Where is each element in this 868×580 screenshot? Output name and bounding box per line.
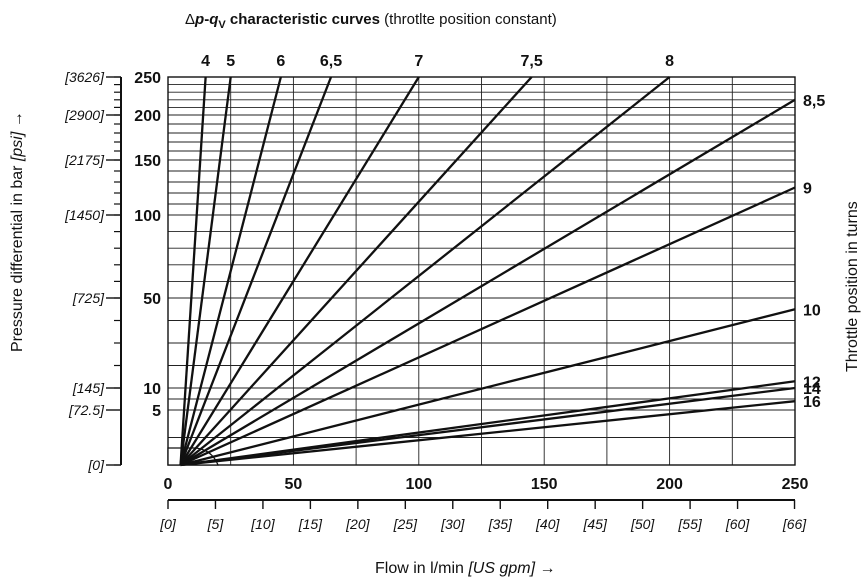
curve-label: 14 bbox=[803, 381, 821, 398]
curve-16 bbox=[180, 400, 796, 467]
x-gpm-label: [45] bbox=[582, 516, 607, 532]
y-axis-label: Pressure differential in bar [psi] → bbox=[9, 111, 26, 352]
curve-label: 6,5 bbox=[320, 53, 342, 70]
curve-label: 10 bbox=[803, 302, 821, 319]
curve-label: 9 bbox=[803, 181, 812, 198]
x-gpm-label: [35] bbox=[488, 516, 513, 532]
curve-4 bbox=[179, 76, 207, 466]
x-tick-label: 150 bbox=[531, 476, 558, 493]
curve-10 bbox=[180, 308, 796, 467]
right-axis-label: Throttle position in turns bbox=[844, 201, 861, 372]
x-gpm-label: [20] bbox=[345, 516, 370, 532]
x-tick-label: 50 bbox=[285, 476, 303, 493]
curve-label: 6 bbox=[276, 53, 285, 70]
curve-7 bbox=[179, 76, 420, 466]
x-gpm-label: [30] bbox=[440, 516, 465, 532]
curve-label: 8 bbox=[665, 53, 674, 70]
y-psi-label: [72.5] bbox=[68, 402, 105, 418]
curve-label: 8,5 bbox=[803, 93, 825, 110]
curve-label: 7,5 bbox=[521, 53, 543, 70]
y-tick-label: 100 bbox=[134, 208, 161, 225]
x-gpm-label: [55] bbox=[677, 516, 702, 532]
y-psi-label: [2900] bbox=[64, 107, 105, 123]
x-axis-label: Flow in l/min [US gpm] → bbox=[375, 560, 556, 577]
curve-8-5 bbox=[179, 98, 796, 466]
x-gpm-label: [0] bbox=[159, 516, 177, 532]
y-axis-ticks: 5 10 50 100 150 200 250 bbox=[134, 70, 161, 420]
x-tick-label: 200 bbox=[656, 476, 683, 493]
x-axis-ticks: 0 50 100 150 200 250 bbox=[164, 476, 809, 493]
x-gpm-label: [25] bbox=[393, 516, 418, 532]
y-psi-label: [725] bbox=[72, 290, 105, 306]
y-tick-label: 200 bbox=[134, 108, 161, 125]
curves bbox=[179, 76, 796, 467]
x-tick-label: 0 bbox=[164, 476, 173, 493]
x-gpm-label: [40] bbox=[535, 516, 560, 532]
grid bbox=[168, 77, 795, 465]
y-psi-label: [0] bbox=[87, 457, 105, 473]
curve-7-5 bbox=[179, 76, 533, 466]
x-gpm-label: [10] bbox=[250, 516, 275, 532]
y-psi-label: [1450] bbox=[64, 207, 105, 223]
curve-9 bbox=[180, 186, 796, 467]
curve-label: 12 bbox=[803, 374, 821, 391]
curve-label: 5 bbox=[226, 53, 235, 70]
curve-8 bbox=[179, 76, 671, 466]
curve-label: 7 bbox=[414, 53, 423, 70]
x-tick-label: 100 bbox=[405, 476, 432, 493]
plot-frame bbox=[167, 76, 796, 466]
x-axis-gpm-ticks: [0] [5] [10] [15] [20] [25] [30] [35] [40] [45] [5… bbox=[159, 500, 807, 532]
x-gpm-label: [15] bbox=[298, 516, 323, 532]
y-axis-psi-ticks: [0] [72.5] [145] [725] [1450] [2175] [2900] [36… bbox=[64, 69, 121, 473]
x-gpm-label: [50] bbox=[630, 516, 655, 532]
curve-label: 16 bbox=[803, 394, 821, 411]
y-psi-label: [2175] bbox=[64, 152, 105, 168]
y-tick-label: 5 bbox=[152, 403, 161, 420]
curve-6-5 bbox=[179, 76, 333, 466]
y-psi-label: [145] bbox=[72, 380, 105, 396]
x-gpm-label: [66] bbox=[782, 516, 807, 532]
y-tick-label: 250 bbox=[134, 70, 161, 87]
curve-6 bbox=[179, 76, 282, 466]
x-gpm-label: [60] bbox=[725, 516, 750, 532]
chart-title: Δp-qV characteristic curves (throtlte po… bbox=[185, 11, 557, 31]
curve-5 bbox=[179, 76, 232, 466]
y-axis-minor-ticks bbox=[114, 76, 121, 466]
curve-14 bbox=[180, 386, 796, 467]
y-tick-label: 10 bbox=[143, 381, 161, 398]
y-tick-label: 50 bbox=[143, 291, 161, 308]
x-tick-label: 250 bbox=[782, 476, 809, 493]
y-psi-label: [3626] bbox=[64, 69, 105, 85]
y-tick-label: 150 bbox=[134, 153, 161, 170]
curve-label: 4 bbox=[201, 53, 210, 70]
x-gpm-label: [5] bbox=[207, 516, 225, 532]
